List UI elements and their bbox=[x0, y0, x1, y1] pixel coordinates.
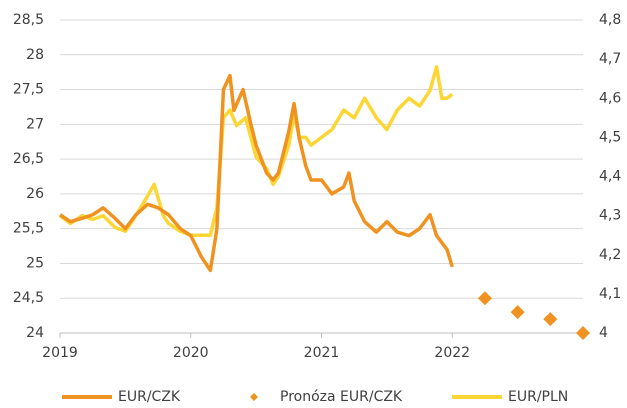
y-tick-label: 25,5 bbox=[13, 221, 44, 237]
y2-tick-label: 4,3 bbox=[599, 208, 621, 224]
x-tick-label: 2022 bbox=[434, 345, 470, 361]
x-tick-label: 2019 bbox=[42, 345, 78, 361]
x-tick-label: 2021 bbox=[304, 345, 340, 361]
legend-label: EUR/PLN bbox=[508, 389, 568, 405]
marker bbox=[543, 312, 558, 327]
y2-tick-label: 4,7 bbox=[599, 51, 621, 67]
y2-tick-label: 4,1 bbox=[599, 286, 621, 302]
y-tick-label: 27 bbox=[26, 116, 44, 132]
y-tick-label: 28,5 bbox=[13, 12, 44, 28]
y-tick-label: 26 bbox=[26, 186, 44, 202]
line bbox=[59, 73, 454, 273]
y-tick-label: 24 bbox=[26, 325, 44, 341]
marker bbox=[510, 305, 525, 320]
legend-swatch bbox=[250, 393, 258, 401]
y2-tick-label: 4 bbox=[599, 325, 608, 341]
y-tick-label: 24,5 bbox=[13, 290, 44, 306]
marker bbox=[576, 326, 590, 340]
line bbox=[58, 65, 454, 237]
y-tick-label: 25 bbox=[26, 255, 44, 271]
legend-label: EUR/CZK bbox=[118, 389, 181, 405]
legend-label: Pronóza EUR/CZK bbox=[280, 389, 403, 405]
x-tick-label: 2020 bbox=[173, 345, 209, 361]
y2-tick-label: 4,4 bbox=[599, 169, 621, 185]
y2-tick-label: 4,8 bbox=[599, 12, 621, 28]
y2-tick-label: 4,5 bbox=[599, 129, 621, 145]
marker bbox=[477, 291, 492, 306]
y-tick-label: 27,5 bbox=[13, 82, 44, 98]
y2-tick-label: 4,6 bbox=[599, 90, 621, 106]
y-tick-label: 28 bbox=[26, 47, 44, 63]
y-tick-label: 26,5 bbox=[13, 151, 44, 167]
y2-tick-label: 4,2 bbox=[599, 247, 621, 263]
